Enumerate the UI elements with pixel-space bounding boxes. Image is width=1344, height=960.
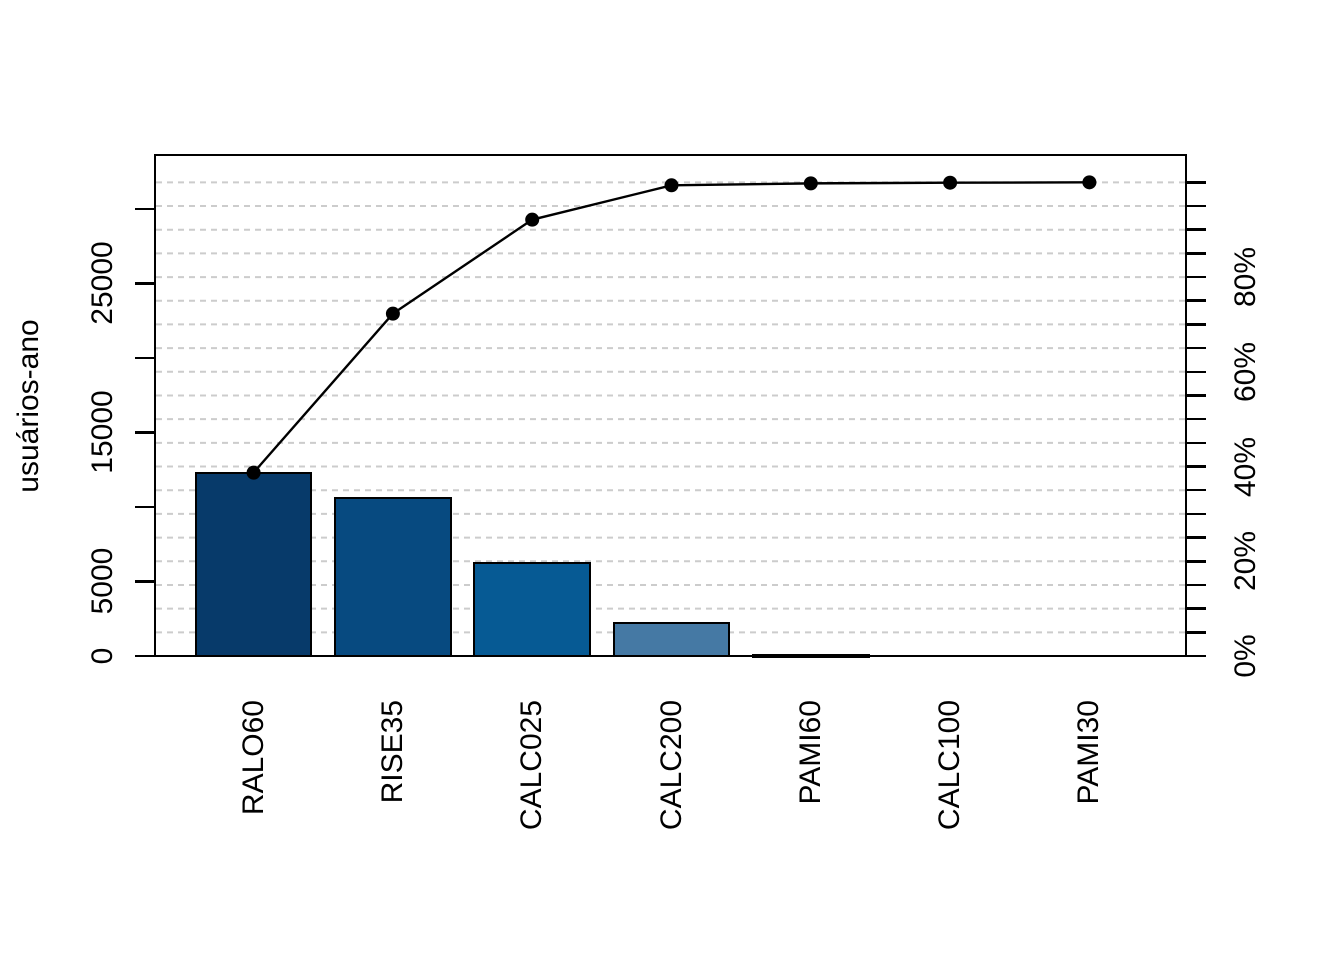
pct-axis-tick <box>1187 275 1206 279</box>
pct-axis-tick <box>1187 299 1206 302</box>
pct-axis-tick <box>1187 654 1206 658</box>
cumulative-line <box>252 181 1090 474</box>
bar-ralo60 <box>194 472 313 657</box>
pct-axis-tick <box>1187 204 1206 208</box>
cumulative-point <box>385 306 400 321</box>
cumulative-point <box>803 176 818 191</box>
pct-axis-tick <box>1187 181 1206 184</box>
cumulative-point <box>943 175 958 190</box>
pct-axis-tick <box>1187 370 1206 374</box>
pct-axis-tick <box>1187 583 1206 587</box>
pct-axis-tick <box>1187 228 1206 231</box>
pct-axis-tick <box>1187 252 1206 255</box>
cumulative-point <box>1082 175 1097 190</box>
y-axis-tick <box>135 431 154 434</box>
pct-axis-tick <box>1187 560 1206 563</box>
y-axis-tick <box>135 282 154 285</box>
cumulative-point <box>525 212 540 227</box>
y-axis-tick <box>135 580 154 583</box>
pct-axis-tick <box>1187 441 1206 445</box>
pct-axis-tick <box>1187 512 1206 516</box>
y-axis-tick <box>135 654 154 658</box>
plot-border-box <box>154 154 1187 657</box>
pct-axis-tick <box>1187 607 1206 610</box>
pct-axis-tick <box>1187 323 1206 326</box>
pct-axis-tick <box>1187 394 1206 397</box>
bar-rise35 <box>334 496 452 657</box>
cumulative-point <box>664 178 679 193</box>
y-axis-tick <box>135 356 154 360</box>
pct-axis-tick <box>1187 631 1206 634</box>
y-axis-tick <box>135 505 154 509</box>
cumulative-point <box>246 465 261 480</box>
pct-axis-tick <box>1187 346 1206 350</box>
bar-calc200 <box>612 621 731 657</box>
pct-axis-tick <box>1187 488 1206 492</box>
pct-axis-tick <box>1187 465 1206 468</box>
pct-axis-tick <box>1187 536 1206 539</box>
y-axis-tick <box>135 207 154 210</box>
pct-axis-tick <box>1187 417 1206 421</box>
